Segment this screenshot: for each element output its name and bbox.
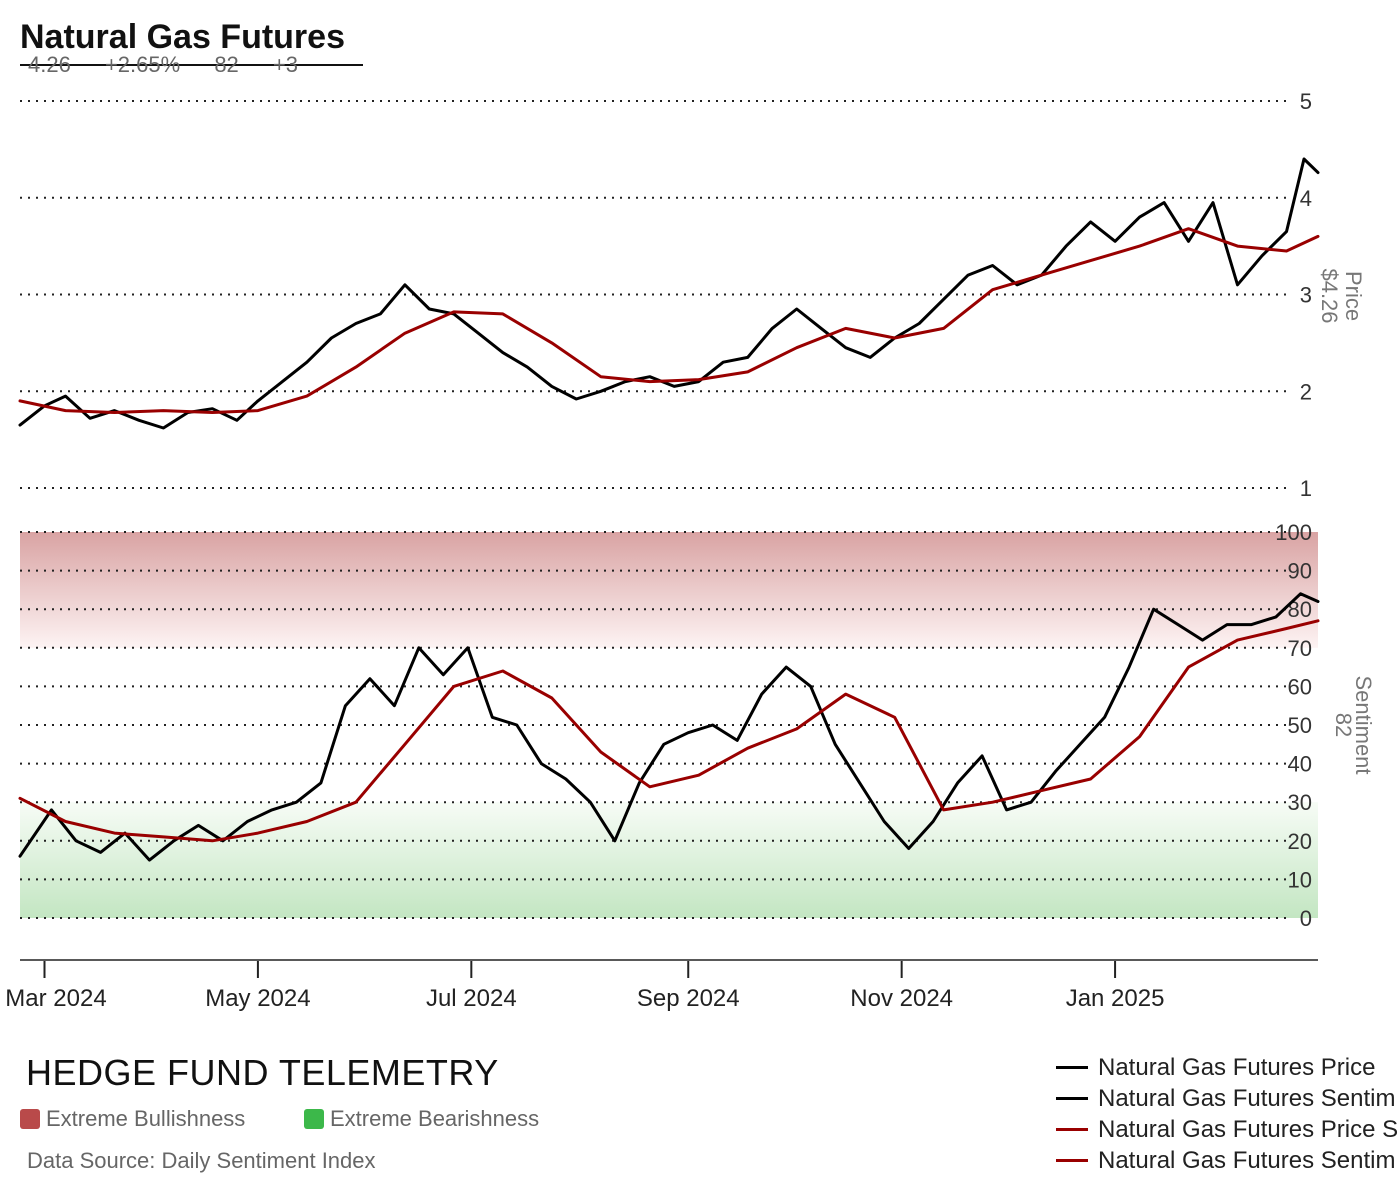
legend-label: Natural Gas Futures Price S <box>1098 1115 1399 1143</box>
legend-swatch <box>1056 1066 1088 1069</box>
sentiment-y-tick-label: 70 <box>1288 636 1312 661</box>
brand-label: HEDGE FUND TELEMETRY <box>26 1052 499 1093</box>
chart-title: Natural Gas Futures <box>20 18 345 56</box>
legend-label: Natural Gas Futures Price <box>1098 1053 1376 1081</box>
header-stats: 4.26 +2.65% 82 +3 <box>28 52 326 78</box>
sentiment-y-tick-label: 90 <box>1288 559 1312 584</box>
x-tick-label: Sep 2024 <box>637 985 740 1012</box>
sentiment-y-tick-label: 10 <box>1288 867 1312 892</box>
sentiment-line <box>18 592 1320 862</box>
stat-price: 4.26 <box>28 52 71 77</box>
price-line <box>18 157 1320 430</box>
legend-label: Natural Gas Futures Sentim <box>1098 1084 1396 1112</box>
title-underline <box>20 64 363 66</box>
zone-legend-bearish: Extreme Bearishness <box>304 1106 539 1132</box>
x-tick-label: Nov 2024 <box>850 985 953 1012</box>
stat-sentiment-change: +3 <box>272 52 299 77</box>
price-y-tick-label: 4 <box>1300 186 1312 211</box>
zone-legend-bullish: Extreme Bullishness <box>20 1106 245 1132</box>
legend-swatch <box>1056 1159 1088 1162</box>
stat-sentiment: 82 <box>214 52 239 77</box>
sentiment-y-tick-label: 30 <box>1288 790 1312 815</box>
sentiment-y-tick-label: 100 <box>1275 520 1312 545</box>
legend-swatch <box>1056 1097 1088 1100</box>
x-tick-label: Jul 2024 <box>426 985 517 1012</box>
sentiment-smoothed-line <box>18 619 1320 843</box>
price-y-tick-label: 5 <box>1300 89 1312 114</box>
price-y-tick-label: 3 <box>1300 283 1312 308</box>
sentiment-y-tick-label: 60 <box>1288 674 1312 699</box>
price-current-label: $4.26 <box>1317 268 1342 323</box>
sentiment-y-tick-label: 0 <box>1300 906 1312 931</box>
sentiment-series <box>18 592 1320 862</box>
legend-item-sentiment-smoothed[interactable]: Natural Gas Futures Sentim <box>1056 1145 1400 1176</box>
zone-legend-bearish-label: Extreme Bearishness <box>330 1106 540 1131</box>
sentiment-current-label: 82 <box>1331 713 1356 737</box>
sentiment-y-tick-label: 40 <box>1288 752 1312 777</box>
series-legend: Natural Gas Futures Price Natural Gas Fu… <box>1056 1052 1400 1176</box>
legend-swatch <box>1056 1128 1088 1131</box>
x-tick-label: Mar 2024 <box>5 985 106 1012</box>
extreme-bullish-band <box>20 532 1318 648</box>
legend-item-sentiment[interactable]: Natural Gas Futures Sentim <box>1056 1083 1400 1114</box>
legend-item-price-smoothed[interactable]: Natural Gas Futures Price S <box>1056 1114 1400 1145</box>
x-axis: Mar 2024 May 2024 Jul 2024 Sep 2024 Nov 2024… <box>5 959 1318 1012</box>
price-y-tick-label: 2 <box>1300 379 1312 404</box>
price-grid: 1 2 3 4 5 <box>20 89 1312 501</box>
sentiment-y-tick-label: 50 <box>1288 713 1312 738</box>
x-tick-label: May 2024 <box>205 985 310 1012</box>
sentiment-y-tick-label: 20 <box>1288 829 1312 854</box>
data-source: Data Source: Daily Sentiment Index <box>27 1148 376 1173</box>
price-y-tick-label: 1 <box>1300 476 1312 501</box>
price-axis-title: Price <box>1341 271 1366 321</box>
stat-price-change: +2.65% <box>104 52 181 77</box>
legend-label: Natural Gas Futures Sentim <box>1098 1146 1396 1174</box>
bullish-swatch <box>20 1109 40 1129</box>
price-series <box>18 157 1320 430</box>
x-tick-label: Jan 2025 <box>1066 985 1165 1012</box>
bearish-swatch <box>304 1109 324 1129</box>
extreme-bearish-band <box>20 802 1318 918</box>
sentiment-axis-title: Sentiment <box>1351 675 1376 774</box>
zone-legend-bullish-label: Extreme Bullishness <box>46 1106 246 1131</box>
price-smoothed-line <box>18 227 1320 414</box>
legend-item-price[interactable]: Natural Gas Futures Price <box>1056 1052 1400 1083</box>
